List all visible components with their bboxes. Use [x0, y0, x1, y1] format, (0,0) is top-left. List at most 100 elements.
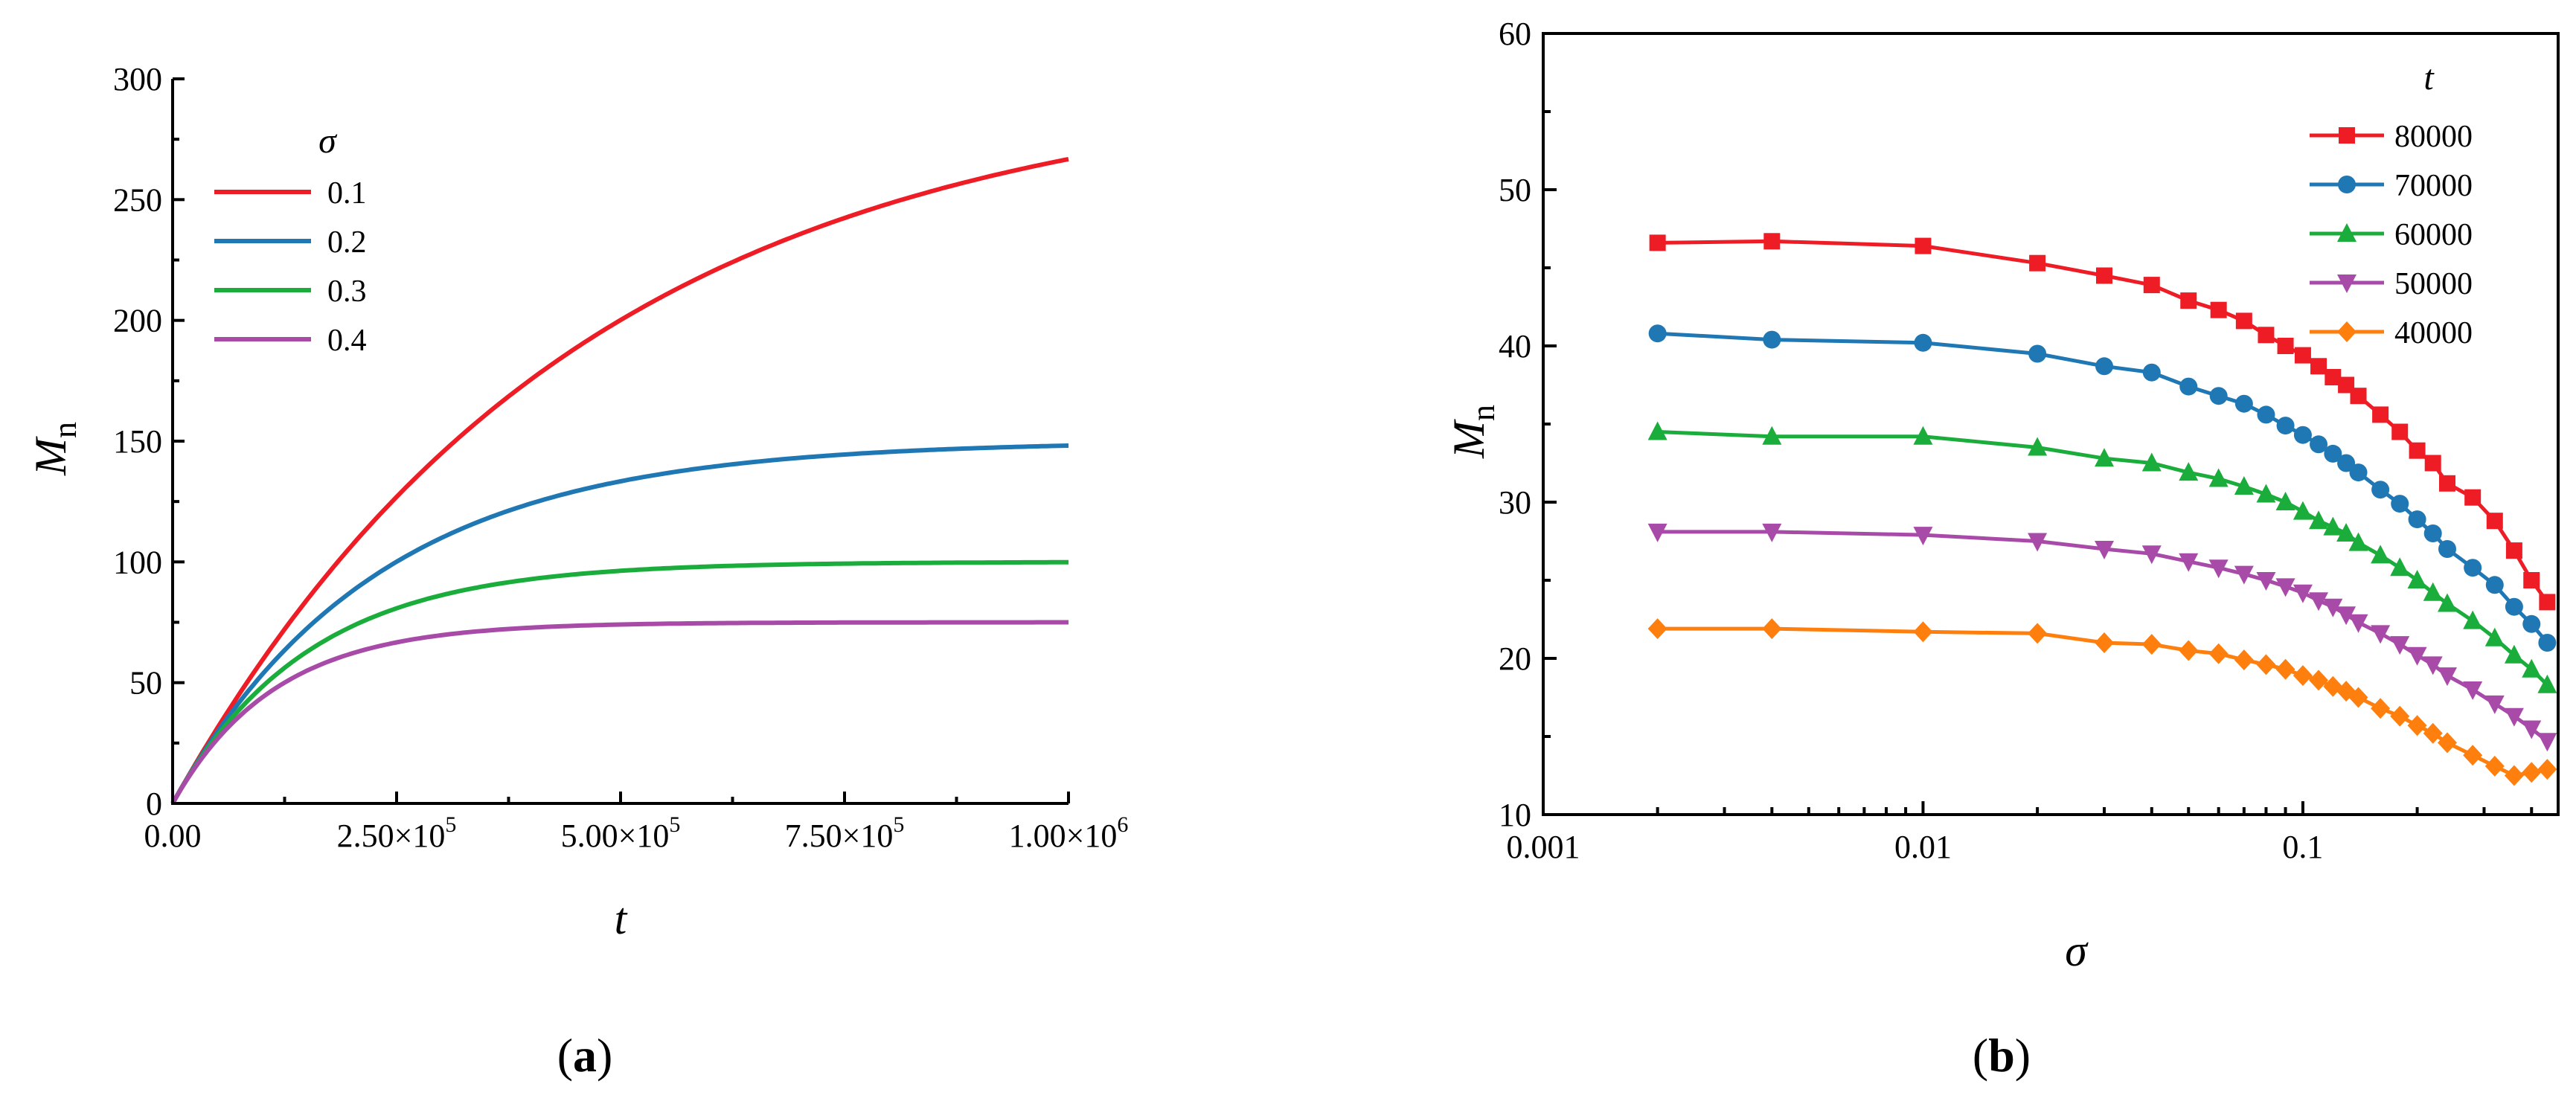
panel-a-y-ticks: 0 50 100 150 200 250 300 — [113, 61, 185, 822]
panel-b-data-point — [2256, 572, 2276, 591]
panel-b-data-point — [2323, 516, 2343, 536]
panel-a-label-close: ) — [597, 1029, 612, 1082]
panel-b-data-point — [2484, 695, 2505, 714]
panel-b-data-point — [2095, 357, 2114, 376]
panel-a-y-tick-label: 50 — [129, 665, 162, 702]
panel-a-series-group — [170, 156, 1069, 805]
panel-b-data-point — [2391, 423, 2409, 440]
panel-b-data-point — [1762, 618, 1782, 640]
svg-text:Mn: Mn — [1444, 405, 1502, 459]
panel-b-data-point — [2028, 437, 2048, 456]
panel-b-data-point — [2258, 327, 2275, 344]
panel-b-label-letter: b — [1988, 1029, 2015, 1082]
panel-a-label: (a) — [557, 1029, 613, 1082]
panel-b-data-point — [2522, 762, 2542, 783]
panel-b-data-point — [1913, 426, 1933, 445]
panel-b-data-point — [2391, 495, 2409, 513]
panel-b-legend-label: 80000 — [2394, 120, 2473, 154]
panel-b-y-tick-label: 40 — [1499, 328, 1531, 365]
panel-b-data-point — [2275, 492, 2295, 510]
panel-b-legend: t 80000 70000 60000 50000 40000 — [2310, 58, 2473, 350]
panel-b-data-point — [1763, 330, 1781, 349]
panel-b-data-point — [2276, 417, 2295, 435]
panel-b-data-point — [2523, 572, 2540, 588]
panel-b-data-point — [2522, 720, 2542, 739]
panel-b-y-tick-label: 50 — [1499, 172, 1531, 208]
panel-b-data-point — [2349, 463, 2368, 482]
panel-b-data-point — [2141, 452, 2162, 472]
panel-b-data-point — [1763, 233, 1781, 250]
panel-b-data-point — [1762, 523, 1782, 542]
panel-b-data-point — [2028, 533, 2048, 552]
panel-b-data-point — [2504, 765, 2524, 786]
panel-a-x-axis-title: t — [615, 894, 628, 943]
panel-b-data-point — [2142, 363, 2161, 382]
panel-a-series-0.2 — [170, 443, 1069, 805]
panel-b-data-point — [1915, 237, 1932, 254]
panel-b-label: (b) — [1973, 1029, 2031, 1082]
panel-b-data-point — [2537, 674, 2557, 693]
panel-b-data-point — [2294, 347, 2311, 364]
panel-a-x-tick-label: 7.50×105 — [785, 812, 905, 854]
panel-b-legend-label: 50000 — [2394, 267, 2473, 301]
panel-b-y-axis-title: Mn — [1444, 405, 1502, 459]
panel-b-data-point — [2028, 344, 2047, 363]
panel-a-legend-title: σ — [318, 121, 338, 161]
panel-b-data-point — [2371, 625, 2391, 644]
panel-b-x-tick-label: 0.001 — [1507, 829, 1580, 865]
panel-b-data-point — [2438, 593, 2458, 612]
panel-b-data-point — [2348, 614, 2368, 633]
panel-b-data-point — [2336, 606, 2356, 626]
panel-b-data-point — [2390, 557, 2410, 577]
panel-a-legend-items: 0.1 0.2 0.3 0.4 — [214, 176, 367, 358]
panel-b-data-point — [2423, 656, 2443, 675]
panel-b-data-point — [2464, 559, 2482, 577]
panel-b-data-point — [2208, 468, 2229, 487]
panel-b-data-point — [2235, 312, 2252, 330]
panel-b-data-point — [2234, 394, 2253, 413]
panel-b-series-80000 — [1649, 233, 2556, 611]
panel-b-y-tick-label: 60 — [1499, 16, 1531, 52]
panel-b-data-point — [2209, 387, 2228, 405]
panel-b-series-70000 — [1648, 324, 2557, 652]
panel-b-data-point — [2234, 476, 2254, 495]
panel-b-series-line — [1657, 430, 2549, 687]
panel-b-data-point — [2438, 540, 2457, 558]
panel-a-y-tick-label: 0 — [146, 786, 162, 822]
panel-b-data-point — [2485, 576, 2504, 594]
panel-a-axes — [171, 79, 1068, 805]
panel-a-x-tick-label: 5.00×105 — [561, 812, 681, 854]
panel-b-data-point — [2463, 610, 2483, 629]
panel-a-series-0.4 — [170, 620, 1068, 805]
panel-b-data-point — [2371, 698, 2391, 719]
panel-b-data-point — [2234, 565, 2254, 585]
panel-b-data-point — [2390, 636, 2410, 655]
panel-a: 0.00 2.50×105 5.00×105 7.50×105 1.00×106 0 50… — [26, 61, 1128, 1082]
panel-b-data-point — [2277, 338, 2294, 354]
panel-b-legend-label: 40000 — [2394, 316, 2473, 350]
panel-b-series-line — [1657, 331, 2549, 644]
panel-b-data-point — [2256, 654, 2276, 675]
panel-b-data-point — [2179, 462, 2199, 481]
panel-b-data-point — [2439, 475, 2456, 492]
panel-b-data-point — [2424, 455, 2441, 472]
panel-b-data-point — [2348, 532, 2368, 551]
panel-b-data-point — [2407, 715, 2427, 736]
panel-b-data-point — [2210, 301, 2227, 318]
panel-b-data-point — [2141, 634, 2162, 655]
panel-b-data-point — [2504, 644, 2524, 664]
panel-b-data-point — [2423, 722, 2443, 744]
panel-b-data-point — [2143, 277, 2160, 294]
panel-b-legend-marker — [2337, 275, 2356, 293]
panel-a-y-axis-title: Mn — [26, 422, 83, 476]
panel-b-data-point — [2256, 484, 2276, 503]
panel-b: 0.001 0.01 0.1 10 20 30 40 50 60 σ Mn t 80000 70… — [1444, 16, 2560, 1082]
panel-b-y-axis-title-sub: n — [1465, 405, 1502, 421]
panel-b-series-40000 — [1647, 618, 2557, 786]
panel-b-y-tick-label: 20 — [1499, 641, 1531, 677]
panel-b-data-point — [2463, 745, 2483, 766]
panel-b-label-close: ) — [2015, 1029, 2031, 1082]
panel-a-x-ticks: 0.00 2.50×105 5.00×105 7.50×105 1.00×106 — [144, 792, 1128, 854]
panel-a-label-open: ( — [557, 1029, 573, 1082]
panel-a-y-tick-label: 250 — [113, 182, 162, 218]
